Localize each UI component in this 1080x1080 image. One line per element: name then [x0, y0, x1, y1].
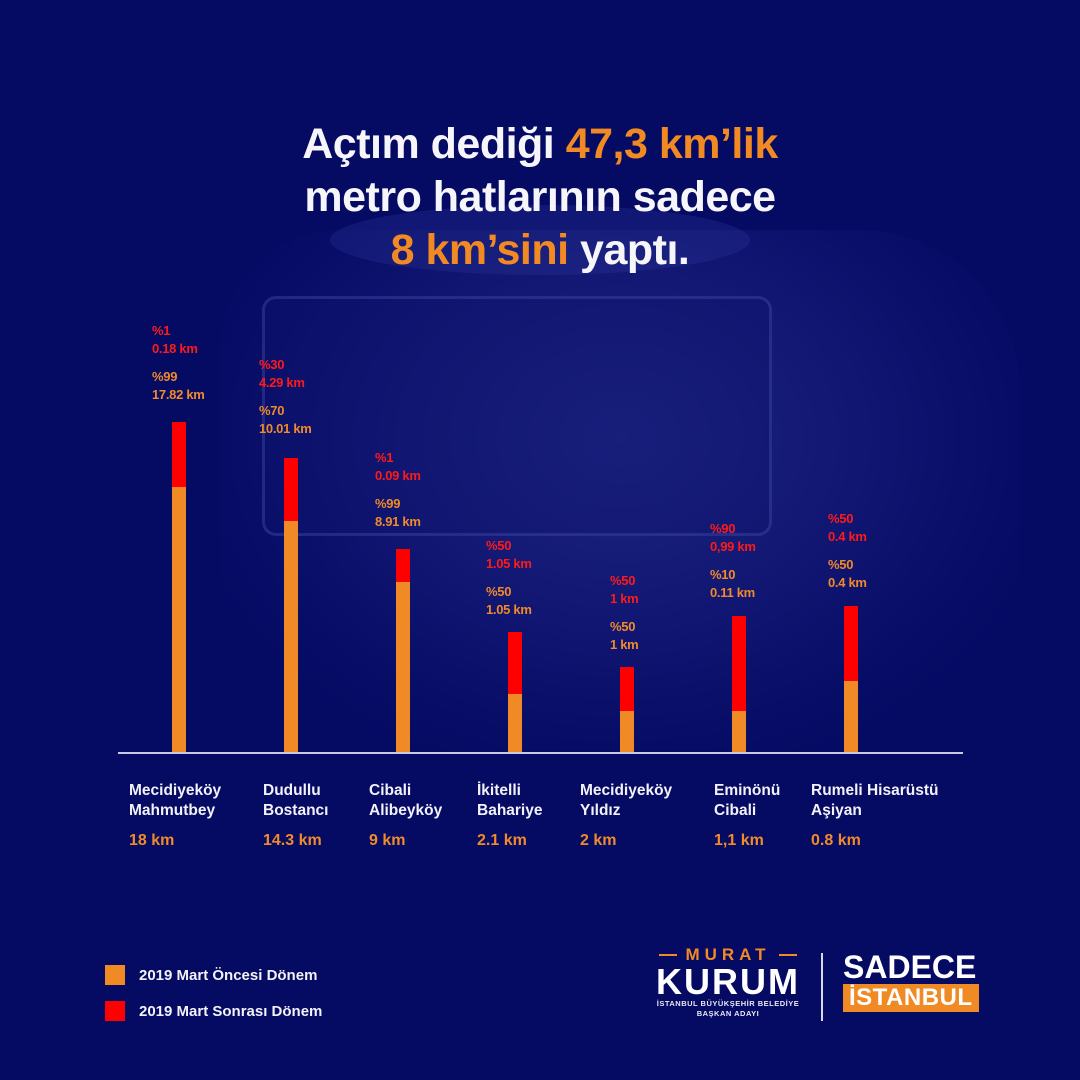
bar-segment-before — [844, 681, 858, 752]
headline-line-1: Açtım dediği 47,3 km’lik — [302, 120, 779, 168]
headline-line-3: 8 km’sini yaptı. — [390, 226, 690, 274]
bar-segment-before — [172, 487, 186, 752]
bar-label-7: %50 0.4 km %50 0.4 km — [828, 511, 867, 590]
bar-label-5: %50 1 km %50 1 km — [610, 573, 639, 652]
category-total: 2 km — [580, 832, 617, 849]
logo-first-name: MURAT — [648, 945, 808, 965]
bar-eminonu-cibali — [732, 616, 746, 752]
category-label-2: Dudullu Bostancı 14.3 km — [263, 782, 329, 849]
bar-segment-before — [508, 694, 522, 752]
bar-segment-after — [844, 606, 858, 681]
category-label-5: Mecidiyeköy Yıldız 2 km — [580, 782, 673, 849]
legend: 2019 Mart Öncesi Dönem 2019 Mart Sonrası… — [105, 957, 322, 1029]
background-train-image — [220, 230, 1020, 750]
category-total: 9 km — [369, 832, 406, 849]
bar-label-3: %1 0.09 km %99 8.91 km — [375, 450, 421, 529]
legend-swatch-orange-icon — [105, 965, 125, 985]
category-label-6: Eminönü Cibali 1,1 km — [714, 782, 781, 849]
bar-mecidiyekoy-yildiz — [620, 667, 634, 752]
bar-label-2: %30 4.29 km %70 10.01 km — [259, 357, 312, 436]
bar-label-1: %1 0.18 km %99 17.82 km — [152, 323, 205, 402]
legend-swatch-red-icon — [105, 1001, 125, 1021]
legend-item-after: 2019 Mart Sonrası Dönem — [105, 993, 322, 1029]
brand-bottom-text: İSTANBUL — [843, 984, 979, 1012]
category-label-4: İkitelli Bahariye 2.1 km — [477, 782, 543, 849]
background-train-window — [262, 296, 772, 536]
category-total: 1,1 km — [714, 832, 764, 849]
headline-highlight-built: 8 km’sini — [390, 226, 569, 274]
bar-segment-after — [284, 458, 298, 521]
bar-segment-after — [508, 632, 522, 694]
category-total: 2.1 km — [477, 832, 527, 849]
bar-segment-before — [284, 521, 298, 752]
bar-dudullu-bostanci — [284, 458, 298, 752]
x-axis-baseline — [118, 752, 963, 754]
bar-rumeli-hisarustu-asiyan — [844, 606, 858, 752]
headline: Açtım dediği 47,3 km’lik metro hatlarını… — [0, 118, 1080, 277]
bar-segment-before — [732, 711, 746, 752]
category-total: 18 km — [129, 832, 175, 849]
bar-segment-after — [732, 616, 746, 711]
bar-label-4: %50 1.05 km %50 1.05 km — [486, 538, 532, 617]
logo-divider — [821, 953, 823, 1021]
bar-segment-after — [172, 422, 186, 487]
brand-top-text: SADECE — [843, 949, 977, 985]
bar-label-6: %90 0,99 km %10 0.11 km — [710, 521, 756, 600]
legend-item-before: 2019 Mart Öncesi Dönem — [105, 957, 322, 993]
category-label-1: Mecidiyeköy Mahmutbey 18 km — [129, 782, 222, 849]
candidate-logo: MURAT KURUM İSTANBUL BÜYÜKŞEHİR BELEDİYE… — [648, 945, 808, 1019]
bar-ikitelli-bahariye — [508, 632, 522, 752]
bar-segment-before — [396, 582, 410, 752]
bar-segment-after — [396, 549, 410, 582]
logo-last-name: KURUM — [656, 961, 800, 1002]
category-total: 0.8 km — [811, 832, 861, 849]
campaign-brand-logo: SADECE İSTANBUL — [843, 950, 998, 1012]
bar-segment-before — [620, 711, 634, 752]
category-label-7: Rumeli Hisarüstü Aşiyan 0.8 km — [811, 782, 939, 849]
bar-segment-after — [620, 667, 634, 711]
category-total: 14.3 km — [263, 832, 322, 849]
bar-cibali-alibeykoy — [396, 549, 410, 752]
category-label-3: Cibali Alibeyköy 9 km — [369, 782, 443, 849]
background-glow — [330, 205, 750, 275]
bar-mecidiyekoy-mahmutbey — [172, 422, 186, 752]
headline-highlight-total: 47,3 km’lik — [565, 120, 779, 168]
headline-line-2: metro hatlarının sadece — [304, 173, 776, 221]
logo-subtitle-2: BAŞKAN ADAYI — [696, 1009, 760, 1018]
logo-subtitle-1: İSTANBUL BÜYÜKŞEHİR BELEDİYE — [656, 999, 800, 1008]
